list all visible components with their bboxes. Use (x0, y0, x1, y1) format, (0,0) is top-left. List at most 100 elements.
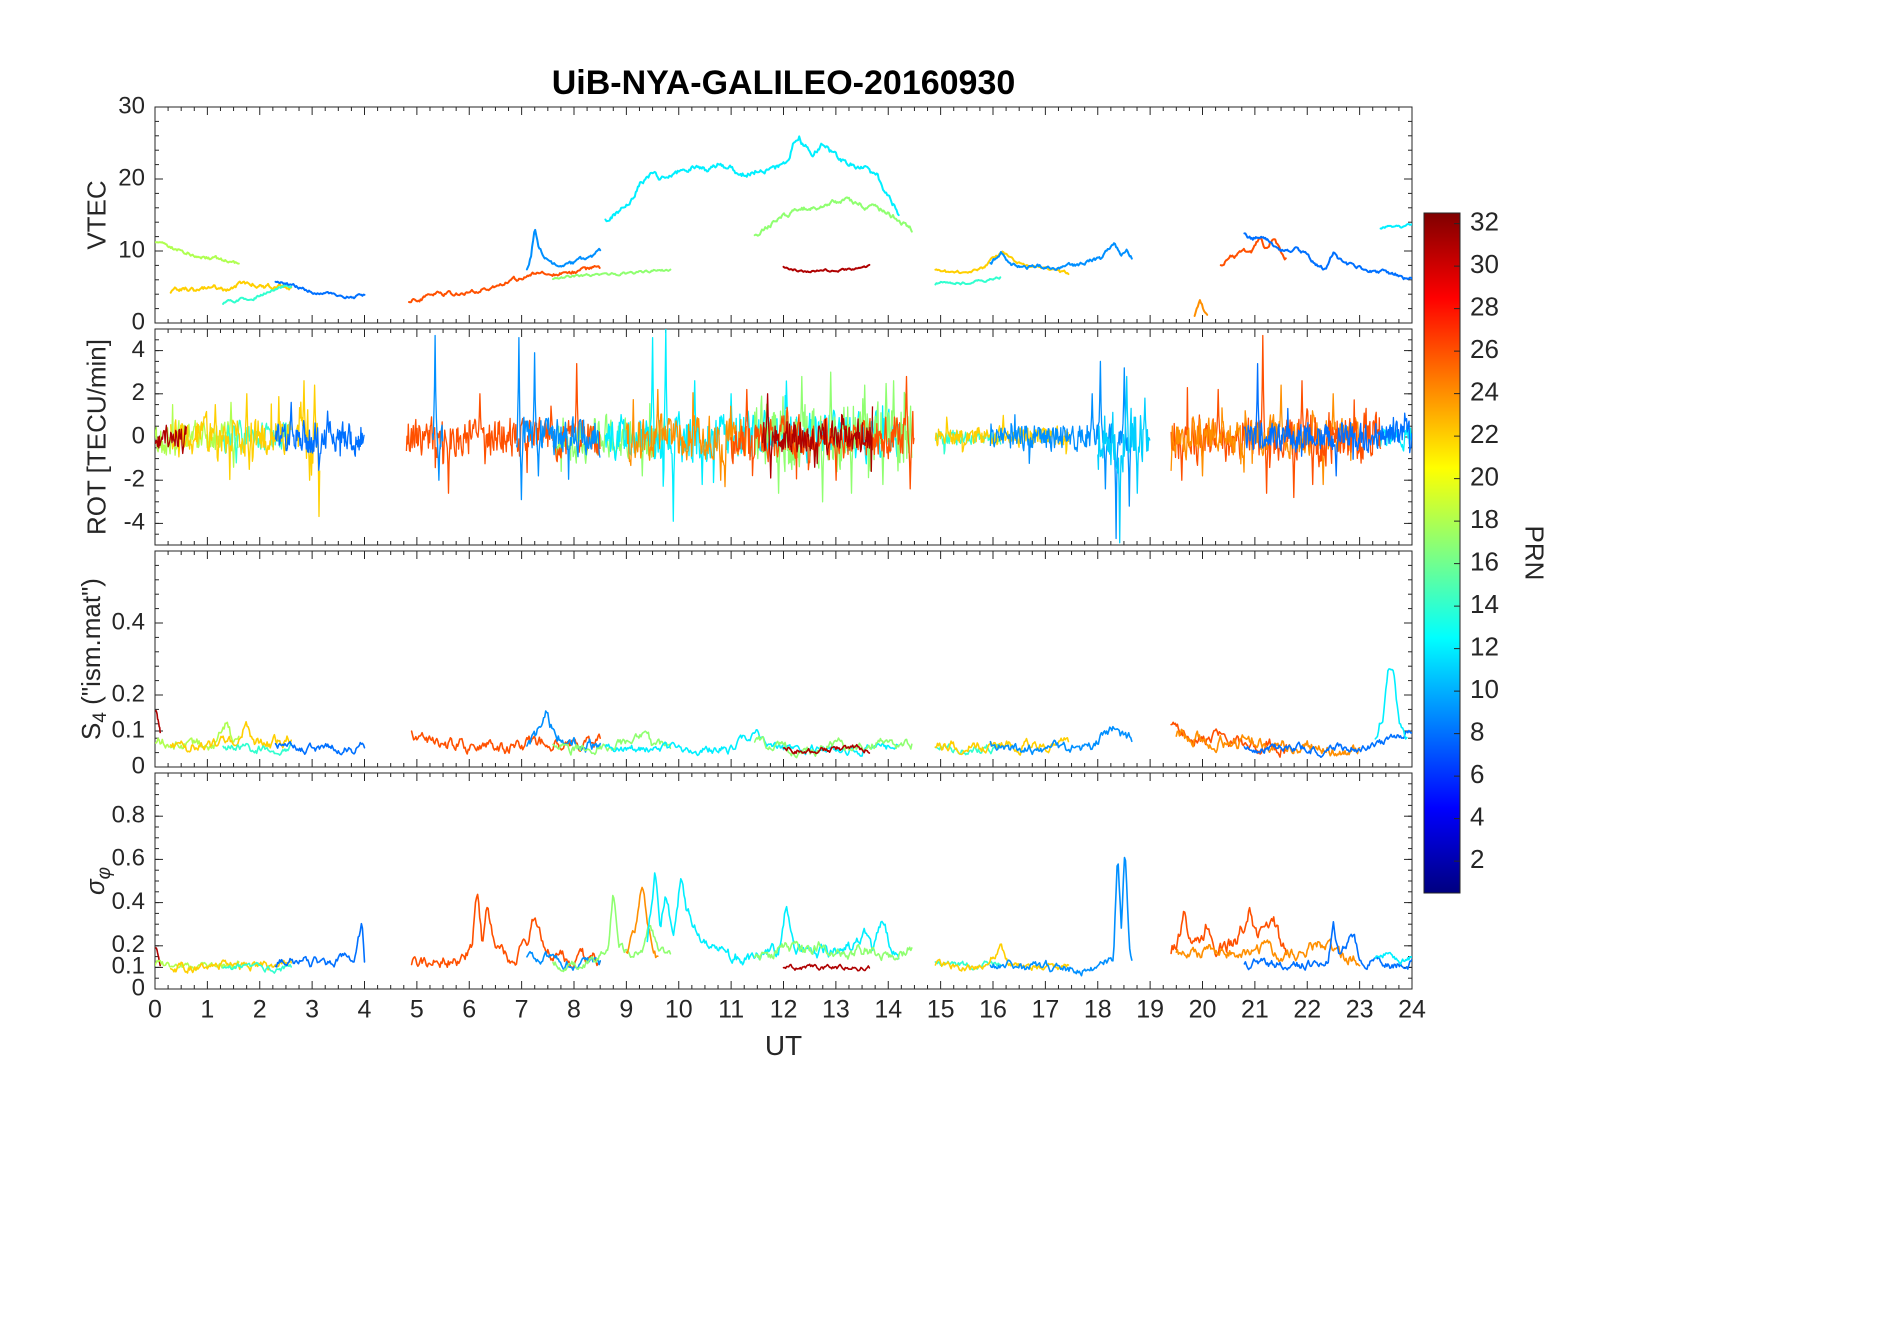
y-ticks-sigma_phi: 00.10.2 0.4 0.6 0.8 (112, 772, 1412, 1001)
x-tick-label: 15 (927, 996, 955, 1024)
y-tick-label: 0.6 (112, 845, 145, 872)
s4-series-prn-8 (1243, 729, 1412, 759)
x-ticks-sigma_phi (154, 773, 1413, 989)
y-tick-label: -4 (124, 509, 145, 536)
x-tick-label: 5 (410, 996, 424, 1024)
y-tick-label: 0.2 (112, 680, 145, 707)
rot-series-prn-22 (170, 393, 292, 481)
sigma_phi-series-prn-9 (526, 950, 602, 971)
series-vtec (155, 135, 1412, 317)
ylabel-rot-text: ROT [TECU/min] (81, 339, 112, 535)
s4-series-prn-8 (274, 740, 366, 756)
x-tick-label: 11 (718, 996, 744, 1024)
colorbar-tick-label: 24 (1470, 377, 1499, 407)
vtec-series-prn-26 (1219, 237, 1287, 267)
sigma_phi-series-prn-22 (934, 943, 1070, 972)
vtec-series-prn-8 (1243, 232, 1412, 281)
colorbar-tick-label: 12 (1470, 632, 1499, 662)
y-tick-label: -2 (124, 466, 145, 493)
rot-series-prn-31 (155, 424, 188, 455)
series-sigma_phi (155, 856, 1412, 977)
vtec-series-prn-14 (222, 284, 293, 305)
y-tick-label: 0.1 (112, 716, 145, 743)
colorbar-tick-label: 14 (1470, 589, 1499, 619)
x-tick-label: 16 (979, 996, 1007, 1024)
x-tick-label: 18 (1084, 996, 1112, 1024)
sigma_phi-series-prn-24 (625, 886, 659, 959)
rot-series-prn-9 (431, 334, 444, 481)
x-tick-label: 0 (148, 996, 162, 1024)
panel-vtec: 0 10 20 30 (118, 92, 1413, 335)
x-tick-label: 19 (1136, 996, 1164, 1024)
sigma_phi-series-prn-31 (782, 963, 871, 972)
y-tick-label: 0.4 (112, 608, 145, 635)
sigma_phi-series-prn-22 (169, 957, 293, 974)
sigma_phi-series-prn-14 (222, 961, 293, 974)
colorbar-tick-label: 16 (1470, 547, 1499, 577)
vtec-series-prn-26 (408, 265, 601, 304)
colorbar-tick-label: 26 (1470, 334, 1499, 364)
vtec-series-prn-8 (274, 280, 366, 300)
y-tick-label: 0.8 (112, 802, 145, 829)
ylabel-s4-rest: ("ism.mat") (75, 578, 106, 713)
x-tick-label: 2 (253, 996, 267, 1024)
vtec-series-prn-9 (525, 228, 602, 271)
colorbar-tick-label: 28 (1470, 292, 1499, 322)
panel-rot: -4 -2 0 2 4 (124, 328, 1413, 546)
axes-box-sigma_phi (154, 772, 1413, 990)
y-tick-label: 0 (132, 752, 145, 779)
x-tick-label: 23 (1346, 996, 1374, 1024)
x-ticks-vtec (154, 107, 1413, 323)
ylabel-sigma-sub: φ (94, 866, 116, 880)
colorbar-tick-label: 10 (1470, 674, 1499, 704)
x-tick-label: 3 (305, 996, 319, 1024)
vtec-series-prn-12 (1379, 223, 1412, 230)
ylabel-s4: S4 ("ism.mat") (76, 578, 112, 740)
vtec-series-prn-18 (155, 241, 240, 265)
x-tick-label: 17 (1031, 996, 1059, 1024)
y-tick-label: 10 (118, 236, 145, 263)
colorbar-tick-label: 8 (1470, 717, 1484, 747)
x-tick-label: 24 (1398, 996, 1426, 1024)
chart-title: UiB-NYA-GALILEO-20160930 (551, 64, 1016, 102)
s4-series-prn-18 (155, 721, 240, 751)
sigma_phi-series-prn-17 (552, 894, 672, 973)
ylabel-sigma-phi: σφ (80, 867, 116, 895)
x-tick-label: 20 (1189, 996, 1217, 1024)
sigma_phi-series-prn-9 (989, 856, 1133, 977)
panel-s4: 0 0.1 0.2 0.4 (112, 550, 1413, 779)
colorbar-tick-label: 20 (1470, 462, 1499, 492)
y-tick-label: 20 (118, 164, 145, 191)
y-ticks-vtec: 0 10 20 30 (118, 92, 1412, 335)
x-tick-label: 22 (1293, 996, 1321, 1024)
y-tick-label: 0.4 (112, 888, 145, 915)
rot-series-prn-24 (625, 388, 748, 488)
ylabel-s4-pre: S (75, 722, 106, 740)
panel-sigma_phi: 00.10.20.40.60.80 1 2 3 4 5 6 7 8 9 10 11 12 13 14 15 16… (112, 772, 1426, 1024)
sigma_phi-series-prn-8 (274, 922, 366, 968)
vtec-series-prn-17 (552, 268, 672, 281)
sigma_phi-series-prn-26 (410, 893, 602, 969)
x-tick-label: 13 (822, 996, 850, 1024)
sigma_phi-series-prn-12 (646, 872, 900, 966)
y-ticks-rot: -4 -2 0 2 4 (124, 328, 1412, 546)
ylabel-sigma-pre: σ (79, 879, 110, 896)
y-tick-label: 4 (132, 336, 145, 363)
ylabel-rot: ROT [TECU/min] (82, 339, 113, 535)
colorbar-tick-label: 32 (1470, 207, 1499, 237)
colorbar-gradient (1423, 212, 1461, 894)
rot-series-prn-9 (515, 336, 601, 501)
x-tick-label: 7 (515, 996, 529, 1024)
y-tick-label: 30 (118, 92, 145, 119)
x-ticks-s4 (154, 551, 1413, 767)
sigma_phi-series-prn-24 (1175, 938, 1361, 967)
s4-series-prn-31 (155, 709, 161, 734)
s4-series-prn-14 (222, 742, 293, 756)
vtec-series-prn-24 (1193, 299, 1209, 317)
s4-series-prn-12 (1374, 668, 1408, 740)
series-s4 (155, 668, 1412, 759)
s4-series-prn-17 (552, 730, 672, 756)
rot-series-prn-8 (1243, 362, 1412, 477)
y-tick-label: 0.2 (112, 931, 145, 958)
